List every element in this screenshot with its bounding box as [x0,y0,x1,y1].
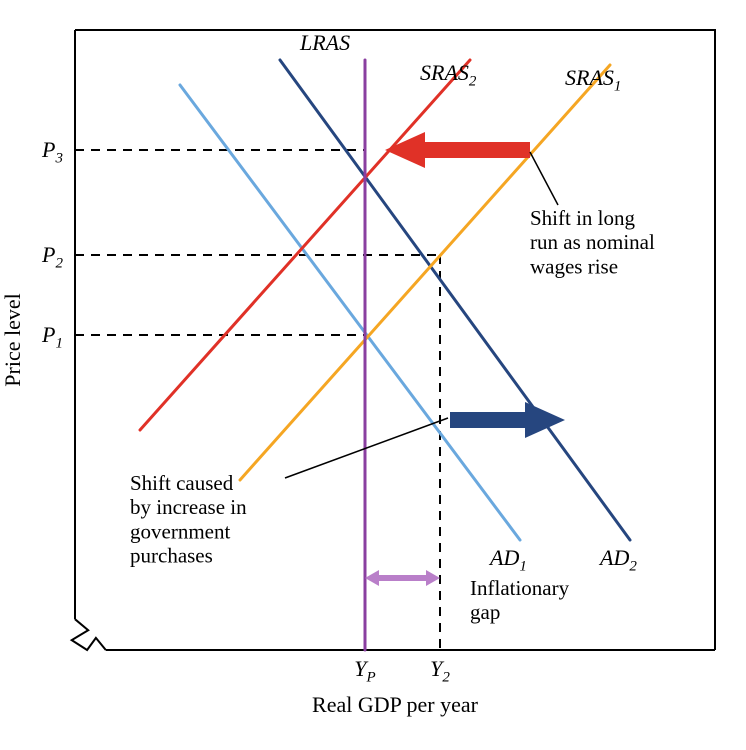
label-lras: LRAS [299,30,350,55]
ytick-P3: P3 [41,137,63,167]
ytick-P1: P1 [41,322,63,352]
xtick-Yp: YP [354,656,375,686]
x-axis-label: Real GDP per year [312,692,479,717]
xtick-Y2: Y2 [430,656,450,686]
y-axis-label: Price level [0,293,25,386]
as-ad-diagram: LRASSRAS1SRAS2AD1AD2P1P2P3YPY2Real GDP p… [0,0,746,750]
ytick-P2: P2 [41,242,63,272]
